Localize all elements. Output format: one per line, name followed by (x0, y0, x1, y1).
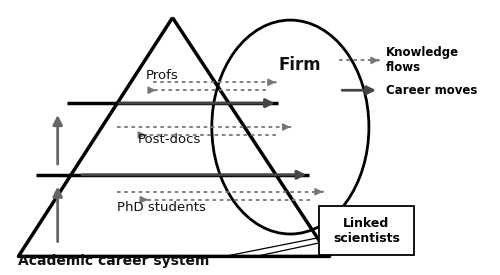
FancyBboxPatch shape (319, 206, 414, 255)
Text: Career moves: Career moves (386, 84, 477, 97)
Text: Linked
scientists: Linked scientists (333, 216, 400, 244)
Text: Firm: Firm (279, 56, 322, 74)
Text: Academic career system: Academic career system (18, 254, 210, 268)
Text: Post-docs: Post-docs (138, 133, 202, 147)
Text: PhD students: PhD students (116, 201, 206, 214)
Text: Knowledge
flows: Knowledge flows (386, 46, 458, 75)
Text: Profs: Profs (146, 69, 179, 82)
